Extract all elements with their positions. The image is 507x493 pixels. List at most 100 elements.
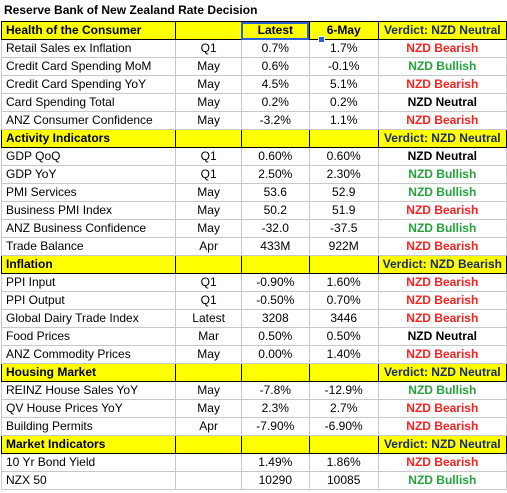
latest-value-cell[interactable]: -32.0 bbox=[240, 219, 310, 238]
previous-value-cell[interactable]: 1.1% bbox=[308, 111, 379, 130]
period-cell[interactable]: May bbox=[175, 345, 242, 364]
previous-value-cell[interactable]: -37.5 bbox=[308, 219, 379, 238]
verdict-cell[interactable]: NZD Bearish bbox=[377, 237, 507, 256]
previous-value-cell[interactable]: 3446 bbox=[308, 309, 379, 328]
indicator-name-cell[interactable]: ANZ Commodity Prices bbox=[0, 345, 177, 364]
verdict-cell[interactable]: NZD Bearish bbox=[377, 309, 507, 328]
period-cell[interactable]: Mar bbox=[175, 327, 242, 346]
section-prev-header-cell[interactable] bbox=[308, 363, 379, 382]
verdict-cell[interactable]: NZD Bullish bbox=[377, 57, 507, 76]
section-prev-header-cell[interactable] bbox=[308, 129, 379, 148]
period-cell[interactable]: Q1 bbox=[175, 273, 242, 292]
indicator-name-cell[interactable]: Global Dairy Trade Index bbox=[0, 309, 177, 328]
verdict-cell[interactable]: NZD Bullish bbox=[377, 183, 507, 202]
period-cell[interactable]: May bbox=[175, 381, 242, 400]
latest-value-cell[interactable]: 2.3% bbox=[240, 399, 310, 418]
section-latest-header-cell[interactable] bbox=[240, 129, 310, 148]
verdict-cell[interactable]: NZD Bearish bbox=[377, 345, 507, 364]
latest-value-cell[interactable]: 4.5% bbox=[240, 75, 310, 94]
section-verdict-cell[interactable]: Verdict: NZD Bearish bbox=[377, 255, 507, 274]
section-verdict-cell[interactable]: Verdict: NZD Neutral bbox=[377, 363, 507, 382]
section-period-cell[interactable] bbox=[175, 255, 242, 274]
latest-value-cell[interactable]: -7.90% bbox=[240, 417, 310, 436]
period-cell[interactable]: Q1 bbox=[175, 39, 242, 58]
sheet-title[interactable]: Reserve Bank of New Zealand Rate Decisio… bbox=[4, 3, 258, 17]
latest-value-cell[interactable]: 3208 bbox=[240, 309, 310, 328]
period-cell[interactable]: Q1 bbox=[175, 291, 242, 310]
previous-value-cell[interactable]: 1.40% bbox=[308, 345, 379, 364]
previous-value-cell[interactable]: 52.9 bbox=[308, 183, 379, 202]
section-latest-header-cell[interactable] bbox=[240, 255, 310, 274]
previous-value-cell[interactable]: 0.2% bbox=[308, 93, 379, 112]
latest-value-cell[interactable]: 10290 bbox=[240, 471, 310, 490]
latest-value-cell[interactable]: -0.90% bbox=[240, 273, 310, 292]
section-prev-header-cell[interactable] bbox=[308, 435, 379, 454]
previous-value-cell[interactable]: -12.9% bbox=[308, 381, 379, 400]
section-prev-header-cell[interactable]: 6-May bbox=[308, 21, 379, 40]
previous-value-cell[interactable]: 1.7% bbox=[308, 39, 379, 58]
previous-value-cell[interactable]: 1.60% bbox=[308, 273, 379, 292]
previous-value-cell[interactable]: 0.50% bbox=[308, 327, 379, 346]
latest-value-cell[interactable]: 2.50% bbox=[240, 165, 310, 184]
section-latest-header-cell[interactable] bbox=[240, 363, 310, 382]
previous-value-cell[interactable]: 2.30% bbox=[308, 165, 379, 184]
indicator-name-cell[interactable]: ANZ Business Confidence bbox=[0, 219, 177, 238]
period-cell[interactable]: Latest bbox=[175, 309, 242, 328]
indicator-name-cell[interactable]: Card Spending Total bbox=[0, 93, 177, 112]
period-cell[interactable]: May bbox=[175, 399, 242, 418]
indicator-name-cell[interactable]: Credit Card Spending YoY bbox=[0, 75, 177, 94]
previous-value-cell[interactable]: 2.7% bbox=[308, 399, 379, 418]
section-period-cell[interactable] bbox=[175, 129, 242, 148]
section-name-cell[interactable]: Activity Indicators bbox=[0, 129, 177, 148]
latest-value-cell[interactable]: 0.2% bbox=[240, 93, 310, 112]
section-name-cell[interactable]: Market Indicators bbox=[0, 435, 177, 454]
latest-value-cell[interactable]: 0.00% bbox=[240, 345, 310, 364]
period-cell[interactable]: May bbox=[175, 93, 242, 112]
indicator-name-cell[interactable]: GDP QoQ bbox=[0, 147, 177, 166]
verdict-cell[interactable]: NZD Bearish bbox=[377, 111, 507, 130]
indicator-name-cell[interactable]: PPI Output bbox=[0, 291, 177, 310]
period-cell[interactable] bbox=[175, 471, 242, 490]
indicator-name-cell[interactable]: Retail Sales ex Inflation bbox=[0, 39, 177, 58]
period-cell[interactable]: May bbox=[175, 201, 242, 220]
previous-value-cell[interactable]: 1.86% bbox=[308, 453, 379, 472]
period-cell[interactable]: May bbox=[175, 57, 242, 76]
fill-handle[interactable] bbox=[317, 35, 325, 43]
latest-value-cell[interactable]: -3.2% bbox=[240, 111, 310, 130]
indicator-name-cell[interactable]: GDP YoY bbox=[0, 165, 177, 184]
period-cell[interactable]: May bbox=[175, 75, 242, 94]
period-cell[interactable]: Apr bbox=[175, 417, 242, 436]
verdict-cell[interactable]: NZD Neutral bbox=[377, 327, 507, 346]
latest-value-cell[interactable]: 0.7% bbox=[240, 39, 310, 58]
verdict-cell[interactable]: NZD Bearish bbox=[377, 201, 507, 220]
verdict-cell[interactable]: NZD Bearish bbox=[377, 291, 507, 310]
verdict-cell[interactable]: NZD Bullish bbox=[377, 381, 507, 400]
verdict-cell[interactable]: NZD Neutral bbox=[377, 147, 507, 166]
previous-value-cell[interactable]: 5.1% bbox=[308, 75, 379, 94]
section-name-cell[interactable]: Inflation bbox=[0, 255, 177, 274]
previous-value-cell[interactable]: 10085 bbox=[308, 471, 379, 490]
section-period-cell[interactable] bbox=[175, 363, 242, 382]
latest-value-cell[interactable]: 50.2 bbox=[240, 201, 310, 220]
selected-cell[interactable]: Latest bbox=[240, 21, 310, 40]
latest-value-cell[interactable]: 0.50% bbox=[240, 327, 310, 346]
verdict-cell[interactable]: NZD Bullish bbox=[377, 219, 507, 238]
section-period-cell[interactable] bbox=[175, 435, 242, 454]
verdict-cell[interactable]: NZD Neutral bbox=[377, 93, 507, 112]
indicator-name-cell[interactable]: Trade Balance bbox=[0, 237, 177, 256]
indicator-name-cell[interactable]: ANZ Consumer Confidence bbox=[0, 111, 177, 130]
section-name-cell[interactable]: Housing Market bbox=[0, 363, 177, 382]
previous-value-cell[interactable]: 0.70% bbox=[308, 291, 379, 310]
verdict-cell[interactable]: NZD Bearish bbox=[377, 399, 507, 418]
previous-value-cell[interactable]: -6.90% bbox=[308, 417, 379, 436]
indicator-name-cell[interactable]: NZX 50 bbox=[0, 471, 177, 490]
previous-value-cell[interactable]: -0.1% bbox=[308, 57, 379, 76]
indicator-name-cell[interactable]: Credit Card Spending MoM bbox=[0, 57, 177, 76]
indicator-name-cell[interactable]: PPI Input bbox=[0, 273, 177, 292]
latest-value-cell[interactable]: 1.49% bbox=[240, 453, 310, 472]
period-cell[interactable]: May bbox=[175, 183, 242, 202]
indicator-name-cell[interactable]: REINZ House Sales YoY bbox=[0, 381, 177, 400]
indicator-name-cell[interactable]: PMI Services bbox=[0, 183, 177, 202]
indicator-name-cell[interactable]: 10 Yr Bond Yield bbox=[0, 453, 177, 472]
period-cell[interactable]: Q1 bbox=[175, 147, 242, 166]
